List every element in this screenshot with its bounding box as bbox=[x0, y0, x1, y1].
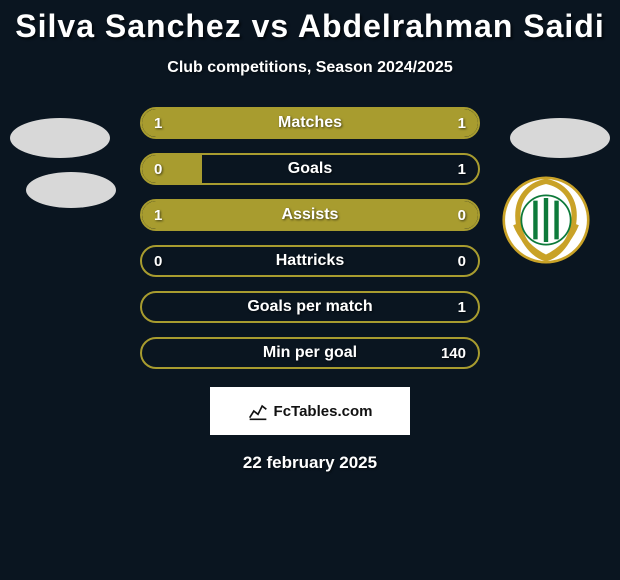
stat-label: Hattricks bbox=[276, 252, 344, 270]
stat-right-value: 1 bbox=[458, 299, 466, 316]
chart-icon bbox=[248, 401, 268, 421]
watermark-text: FcTables.com bbox=[274, 403, 373, 420]
stat-label: Goals per match bbox=[247, 298, 372, 316]
stat-left-value: 1 bbox=[154, 115, 162, 132]
stat-left-value: 0 bbox=[154, 253, 162, 270]
stat-right-value: 1 bbox=[458, 161, 466, 178]
page-subtitle: Club competitions, Season 2024/2025 bbox=[0, 59, 620, 77]
stat-label: Matches bbox=[278, 114, 342, 132]
stat-row: Min per goal 140 bbox=[140, 337, 480, 369]
stats-container: 1 Matches 1 0 Goals 1 1 Assists 0 0 Hattricks 0 Goal… bbox=[0, 107, 620, 369]
stat-row: 0 Hattricks 0 bbox=[140, 245, 480, 277]
stat-label: Assists bbox=[282, 206, 339, 224]
stat-fill-left bbox=[142, 155, 202, 183]
watermark-badge: FcTables.com bbox=[210, 387, 410, 435]
stat-right-value: 140 bbox=[441, 345, 466, 362]
stat-row: 1 Assists 0 bbox=[140, 199, 480, 231]
stat-right-value: 1 bbox=[458, 115, 466, 132]
page-title: Silva Sanchez vs Abdelrahman Saidi bbox=[0, 0, 620, 45]
stat-row: 1 Matches 1 bbox=[140, 107, 480, 139]
stat-right-value: 0 bbox=[458, 207, 466, 224]
stat-row: Goals per match 1 bbox=[140, 291, 480, 323]
stat-label: Goals bbox=[288, 160, 332, 178]
stat-row: 0 Goals 1 bbox=[140, 153, 480, 185]
stat-left-value: 0 bbox=[154, 161, 162, 178]
stat-right-value: 0 bbox=[458, 253, 466, 270]
stat-left-value: 1 bbox=[154, 207, 162, 224]
stat-label: Min per goal bbox=[263, 344, 357, 362]
date-label: 22 february 2025 bbox=[0, 453, 620, 473]
